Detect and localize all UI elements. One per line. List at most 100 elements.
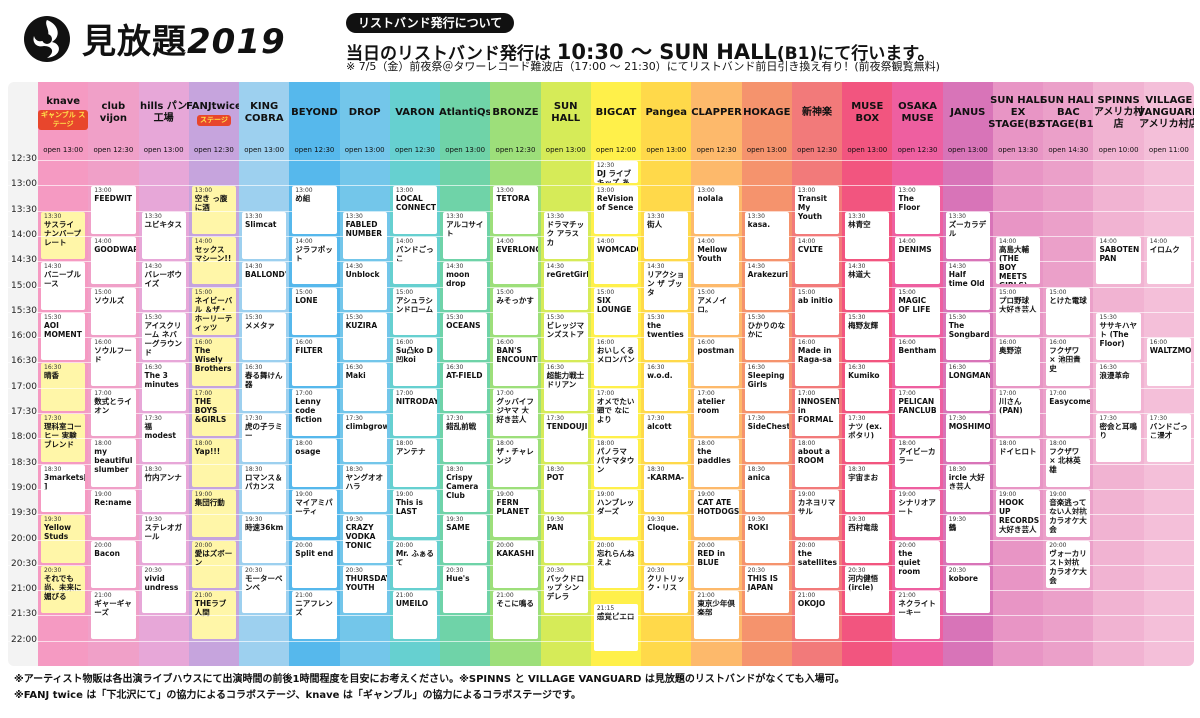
act-name: FILTER — [295, 346, 323, 356]
act-time: 19:00 — [496, 490, 514, 498]
act-slot: 15:30 アイスクリーム ネバーグラウンド — [141, 312, 186, 361]
act-time: 18:30 — [747, 465, 765, 473]
act-time: 15:30 — [144, 313, 162, 321]
act-time: 13:00 — [596, 187, 615, 195]
act-time: 20:00 — [194, 541, 213, 549]
act-name: 錯乱前戦 — [446, 422, 477, 431]
act-name: 高島大輔 (THE BOY MEETS GIRLS) — [998, 244, 1029, 285]
act-time: 13:30 — [647, 212, 665, 220]
act-slot: 19:00 CAT ATE HOTDOGS — [694, 489, 739, 538]
act-slot: 15:00 ab initio — [794, 287, 840, 336]
act-name: CAT ATE HOTDOGS — [697, 497, 739, 516]
time-gridline — [8, 311, 1194, 313]
act-name: w.o.d. — [647, 371, 673, 381]
act-time: 17:30 — [948, 415, 966, 422]
venue-name: DROP — [340, 82, 390, 144]
act-name: 梅野友輝 — [848, 320, 879, 330]
act-name: ドイヒロト — [998, 447, 1037, 457]
act-slot: 15:00 ソウルズ — [91, 287, 136, 336]
act-name: バンドごっこ漫才 — [1149, 422, 1188, 440]
act-slot: 16:00 Su凸ko D凹koi — [392, 338, 438, 386]
act-name: FEEDWIT — [94, 194, 133, 204]
act-time: 18:30 — [345, 465, 363, 473]
act-name: the twenties — [647, 320, 684, 339]
act-name: FERN PLANET — [496, 497, 529, 516]
act-name: バレーボウイズ — [144, 270, 183, 289]
act-time: 17:30 — [1149, 415, 1168, 422]
act-time: 18:30 — [848, 465, 866, 473]
act-name: サスライ ナンバープレート — [44, 219, 82, 247]
act-time: 20:30 — [546, 566, 564, 574]
act-time: 12:30 — [596, 162, 615, 169]
footer-notes: ※アーティスト物販は各出演ライブハウスにて出演時間の前後1時間程度を目安にお考え… — [14, 672, 1194, 704]
venue-open-time: open 11:00 — [1148, 146, 1189, 154]
act-slot: 13:00 Transit My Youth — [794, 186, 840, 234]
act-time: 20:30 — [446, 566, 464, 574]
act-slot: 21:00 そこに鳴る — [493, 591, 538, 639]
venue-name: hills パン工場 — [139, 82, 189, 144]
act-name: バンドごっこ — [395, 244, 434, 263]
act-time: 19:00 — [395, 490, 414, 498]
venue-open-time: open 12:30 — [495, 146, 536, 154]
act-time: 19:30 — [144, 516, 162, 524]
act-time: 20:00 — [697, 541, 715, 549]
act-name: バックドロップ シンデレラ — [546, 573, 585, 601]
act-time: 15:30 — [44, 313, 62, 321]
act-name: ネイビーバル ＆ザ・ホーリーティッツ — [194, 295, 233, 332]
act-time: 17:30 — [747, 415, 765, 422]
act-slot: 13:30 ズーカラデル — [945, 211, 990, 260]
act-time: 20:00 — [395, 541, 414, 549]
act-slot: 15:30 メメタァ — [242, 312, 287, 361]
act-name: Yellow Studs — [44, 523, 72, 542]
act-time: 17:00 — [797, 389, 816, 397]
act-time: 14:30 — [546, 263, 564, 271]
act-time: 17:30 — [144, 415, 162, 422]
venue-open-time: open 12:30 — [294, 146, 335, 154]
venue-open-time: open 12:30 — [797, 146, 837, 154]
act-name: Kumiko — [848, 371, 880, 381]
act-time: 16:30 — [345, 364, 363, 372]
act-slot: 21:00 ネクライトーキー — [895, 591, 940, 639]
act-slot: 16:00 Made in Raga-sa — [794, 338, 840, 386]
venue-open-time: open 13:00 — [344, 146, 385, 154]
act-slot: 14:00GOODWARP — [91, 236, 136, 285]
act-time: 19:00 — [295, 490, 313, 498]
venue-open-time: open 13:00 — [545, 146, 586, 154]
act-slot: 16:00 奥野涼 — [995, 338, 1041, 386]
act-time: 13:30 — [245, 212, 263, 220]
act-name: PAN — [546, 523, 564, 533]
header: 見放題2019 リストバンド発行について 当日のリストバンド発行は 10:30 … — [0, 0, 1200, 74]
time-gridline — [8, 463, 1194, 465]
act-time: 19:00 — [94, 490, 112, 498]
act-time: 20:00 — [496, 541, 514, 549]
act-slot: 15:00 SIX LOUNGE — [593, 287, 639, 336]
act-slot: 14:00 イロムク — [1146, 236, 1191, 285]
act-slot: 19:00 集団行動 — [191, 489, 237, 538]
act-name: ヴォーカリスト対抗 カラオケ大会 — [1049, 548, 1087, 585]
act-time: 17:00 — [998, 389, 1017, 397]
act-time: 17:00 — [697, 389, 715, 397]
act-name: BALLOND'OR — [245, 270, 286, 280]
act-slot: 17:30 錯乱前戦 — [443, 414, 488, 462]
act-name: 川さん (PAN) — [998, 396, 1023, 415]
act-slot: 13:00 nolala — [694, 186, 739, 234]
act-name: HOOK UP RECORDS 大好き芸人 — [998, 497, 1040, 534]
act-name: LONE — [295, 295, 318, 305]
venue-column-sunhall-bac: SUN HALL BAC STAGE(B1) open 14:30 15:00 とけた… — [1038, 82, 1098, 666]
act-slot: 18:30 宇宙まお — [845, 464, 890, 513]
act-name: アシュラシンドローム — [395, 295, 434, 314]
act-time: 14:00 — [898, 237, 916, 245]
act-time: 15:30 — [647, 313, 665, 321]
act-slot: 20:30 vivid undress — [141, 565, 186, 614]
act-time: 14:30 — [144, 263, 162, 271]
act-slot: 18:30 Crispy Camera Club — [443, 464, 488, 513]
act-name: DJ ライブキッズ あるある中の人 — [596, 169, 631, 184]
venue-column-village: VILLAGE VANGUARD アメリカ村店 open 11:00 14:00イロ… — [1137, 82, 1194, 666]
act-slot: 14:00 Mellow Youth — [694, 236, 739, 285]
act-time: 18:00 — [797, 440, 816, 448]
act-slot: 21:15感覚ピエロ — [593, 603, 639, 652]
act-name: KUZIRA — [345, 320, 378, 330]
act-slot: 20:30 バックドロップ シンデレラ — [543, 565, 588, 614]
